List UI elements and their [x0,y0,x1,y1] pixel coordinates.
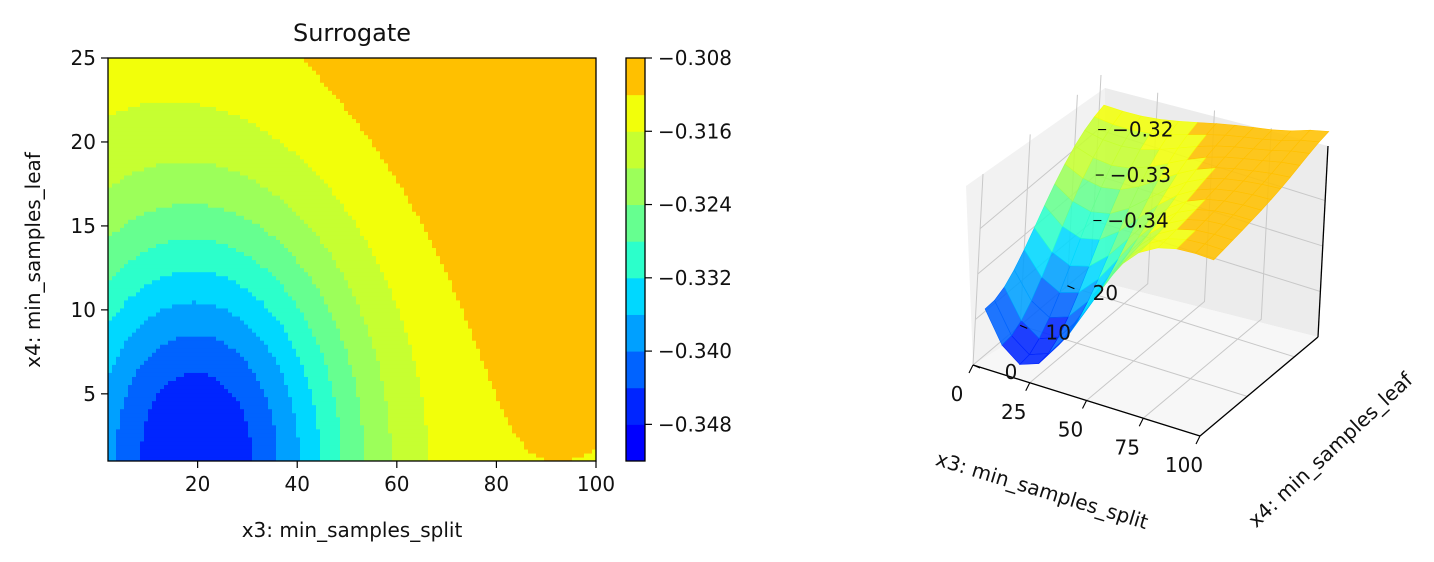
colorbar-band [626,387,645,425]
x3d-tick-label: 50 [1058,418,1083,442]
ticks-3d: 0 25 50 75 100 0 10 20 −0.34 −0.33 −0.32 [951,118,1203,477]
colorbar-band [626,94,645,132]
colorbar-band [626,314,645,352]
colorbar: −0.348 −0.340 −0.332 −0.324 −0.316 −0.308 [625,46,732,462]
x-tick-label: 60 [384,472,409,496]
x3d-tick-label: 0 [951,382,964,406]
z3d-tick-label: −0.34 [1107,209,1168,233]
colorbar-band [626,241,645,279]
colorbar-band [626,58,645,96]
colorbar-tick-label: −0.332 [658,266,732,290]
plot-frame [107,57,597,462]
colorbar-tick-label: −0.324 [658,193,732,217]
y-tick-label: 15 [71,214,96,238]
contour-plot: 20 40 60 80 100 5 10 15 20 25 Surrogate x3: min_… [21,19,615,542]
x3d-tick-label: 25 [1001,400,1026,424]
x-axis: 20 40 60 80 100 [185,461,615,496]
colorbar-tick-label: −0.316 [658,119,732,143]
y3d-tick-label: 20 [1093,281,1118,305]
colorbar-frame [625,57,646,462]
contour-fill [108,58,596,461]
x3d-tick-label: 100 [1165,453,1203,477]
x3d-tick-label: 75 [1115,435,1140,459]
colorbar-tick-label: −0.340 [658,339,732,363]
x-axis-label: x3: min_samples_split [242,518,463,542]
y-axis-3d-line [1199,336,1319,437]
colorbar-ticks: −0.348 −0.340 −0.332 −0.324 −0.316 −0.308 [645,46,732,436]
y3d-tick-label: 10 [1045,320,1070,344]
y-axis-label: x4: min_samples_leaf [21,151,45,368]
colorbar-band [626,351,645,389]
colorbar-band [626,424,645,461]
y-axis-label-3d: x4: min_samples_leaf [1243,367,1418,532]
x-tick-label: 80 [484,472,509,496]
x-tick-label: 20 [185,472,210,496]
y-tick-label: 20 [71,130,96,154]
colorbar-band [626,167,645,206]
colorbar-band [626,277,645,315]
colorbar-band [626,131,645,169]
x-axis-label-3d: x3: min_samples_split [933,447,1151,534]
y-tick-label: 25 [71,46,96,70]
x-tick-label: 100 [577,472,615,496]
y-tick-label: 5 [83,382,96,406]
surface-3d [984,104,1330,365]
x-tick-label: 40 [284,472,309,496]
y-axis: 5 10 15 20 25 [71,46,108,406]
z3d-tick-label: −0.33 [1110,163,1171,187]
y-tick-label: 10 [71,298,96,322]
colorbar-band [626,204,645,242]
surface-patch [1093,104,1124,125]
chart-title: Surrogate [293,19,411,47]
y3d-tick-label: 0 [1005,360,1018,384]
z3d-tick-label: −0.32 [1112,118,1173,142]
colorbar-tick-label: −0.308 [658,46,732,70]
colorbar-tick-label: −0.348 [658,412,732,436]
z-axis-3d-line [1317,145,1329,338]
surface-3d-plot: 0 25 50 75 100 0 10 20 −0.34 −0.33 −0.32 x3: min_s… [933,74,1418,534]
colorbar-fill [626,58,645,461]
